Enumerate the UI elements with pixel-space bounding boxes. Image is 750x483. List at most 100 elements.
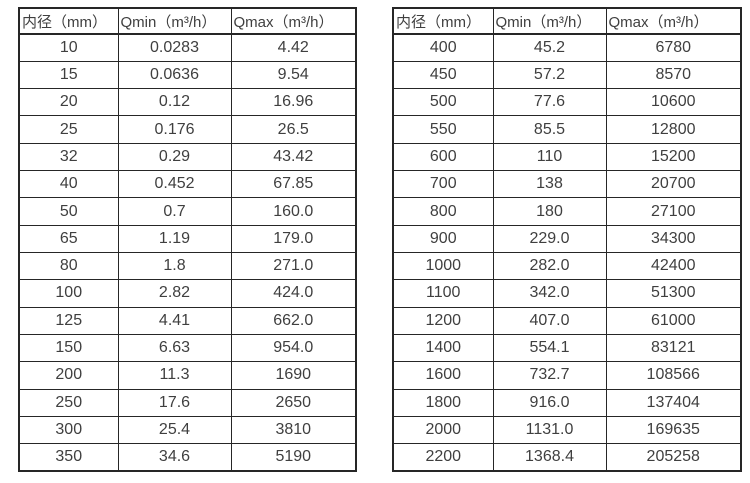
cell-diameter: 32 [18,142,119,172]
cell-qmin: 282.0 [492,251,607,281]
column-header-qmax: Qmax（m³/h） [605,7,742,35]
cell-qmin: 554.1 [492,333,607,363]
table-header-row: 内径（mm） Qmin（m³/h） Qmax（m³/h） [392,7,742,35]
table-row: 100 2.82 424.0 [18,279,357,308]
column-header-qmin: Qmin（m³/h） [117,7,232,35]
cell-qmin: 110 [492,142,607,172]
cell-diameter: 65 [18,224,119,254]
table-row: 1100 342.0 51300 [392,279,742,308]
cell-qmax: 424.0 [230,279,357,308]
cell-qmin: 0.0636 [117,60,232,90]
cell-diameter: 2000 [392,415,494,445]
table-row: 700 138 20700 [392,170,742,199]
table-row: 50 0.7 160.0 [18,197,357,226]
column-header-diameter: 内径（mm） [392,7,494,35]
cell-qmax: 10600 [605,88,742,117]
cell-qmin: 11.3 [117,361,232,390]
table-row: 600 110 15200 [392,142,742,172]
cell-qmin: 85.5 [492,115,607,144]
cell-qmax: 271.0 [230,251,357,281]
table-row: 20 0.12 16.96 [18,88,357,117]
cell-qmax: 205258 [605,443,742,472]
cell-qmax: 26.5 [230,115,357,144]
table-row: 1800 916.0 137404 [392,388,742,417]
cell-diameter: 500 [392,88,494,117]
cell-qmin: 732.7 [492,361,607,390]
cell-qmin: 34.6 [117,443,232,472]
cell-qmax: 67.85 [230,170,357,199]
cell-qmax: 662.0 [230,306,357,335]
cell-diameter: 25 [18,115,119,144]
cell-qmax: 15200 [605,142,742,172]
cell-diameter: 250 [18,388,119,417]
cell-diameter: 2200 [392,443,494,472]
cell-diameter: 150 [18,333,119,363]
table-row: 300 25.4 3810 [18,415,357,445]
cell-qmax: 2650 [230,388,357,417]
cell-qmin: 45.2 [492,33,607,62]
cell-diameter: 600 [392,142,494,172]
cell-qmin: 180 [492,197,607,226]
table-row: 1200 407.0 61000 [392,306,742,335]
cell-diameter: 450 [392,60,494,90]
table-row: 900 229.0 34300 [392,224,742,254]
cell-diameter: 100 [18,279,119,308]
cell-diameter: 80 [18,251,119,281]
cell-diameter: 40 [18,170,119,199]
cell-diameter: 800 [392,197,494,226]
table-row: 15 0.0636 9.54 [18,60,357,90]
cell-qmin: 77.6 [492,88,607,117]
cell-qmin: 407.0 [492,306,607,335]
cell-qmax: 6780 [605,33,742,62]
table-row: 550 85.5 12800 [392,115,742,144]
table-header-row: 内径（mm） Qmin（m³/h） Qmax（m³/h） [18,7,357,35]
cell-diameter: 1000 [392,251,494,281]
table-row: 800 180 27100 [392,197,742,226]
cell-diameter: 1800 [392,388,494,417]
table-row: 400 45.2 6780 [392,33,742,62]
table-row: 2200 1368.4 205258 [392,443,742,472]
cell-qmax: 954.0 [230,333,357,363]
cell-diameter: 550 [392,115,494,144]
cell-qmin: 17.6 [117,388,232,417]
cell-qmin: 0.452 [117,170,232,199]
table-row: 40 0.452 67.85 [18,170,357,199]
cell-diameter: 1400 [392,333,494,363]
cell-diameter: 125 [18,306,119,335]
cell-qmin: 1.19 [117,224,232,254]
cell-qmax: 160.0 [230,197,357,226]
cell-qmax: 16.96 [230,88,357,117]
table-row: 1400 554.1 83121 [392,333,742,363]
cell-qmin: 1368.4 [492,443,607,472]
cell-qmax: 27100 [605,197,742,226]
table-row: 200 11.3 1690 [18,361,357,390]
cell-qmin: 0.7 [117,197,232,226]
cell-qmax: 179.0 [230,224,357,254]
cell-qmax: 12800 [605,115,742,144]
cell-qmax: 9.54 [230,60,357,90]
table-row: 80 1.8 271.0 [18,251,357,281]
cell-qmax: 83121 [605,333,742,363]
cell-qmin: 342.0 [492,279,607,308]
cell-qmin: 57.2 [492,60,607,90]
table-row: 32 0.29 43.42 [18,142,357,172]
cell-qmax: 108566 [605,361,742,390]
cell-qmin: 25.4 [117,415,232,445]
cell-qmax: 61000 [605,306,742,335]
cell-qmax: 43.42 [230,142,357,172]
cell-qmin: 0.176 [117,115,232,144]
cell-qmin: 1131.0 [492,415,607,445]
cell-qmin: 6.63 [117,333,232,363]
table-row: 10 0.0283 4.42 [18,33,357,62]
cell-qmax: 51300 [605,279,742,308]
cell-diameter: 400 [392,33,494,62]
cell-qmax: 4.42 [230,33,357,62]
table-row: 1000 282.0 42400 [392,251,742,281]
cell-qmax: 137404 [605,388,742,417]
cell-qmax: 8570 [605,60,742,90]
column-header-qmax: Qmax（m³/h） [230,7,357,35]
column-header-qmin: Qmin（m³/h） [492,7,607,35]
cell-diameter: 900 [392,224,494,254]
table-row: 125 4.41 662.0 [18,306,357,335]
